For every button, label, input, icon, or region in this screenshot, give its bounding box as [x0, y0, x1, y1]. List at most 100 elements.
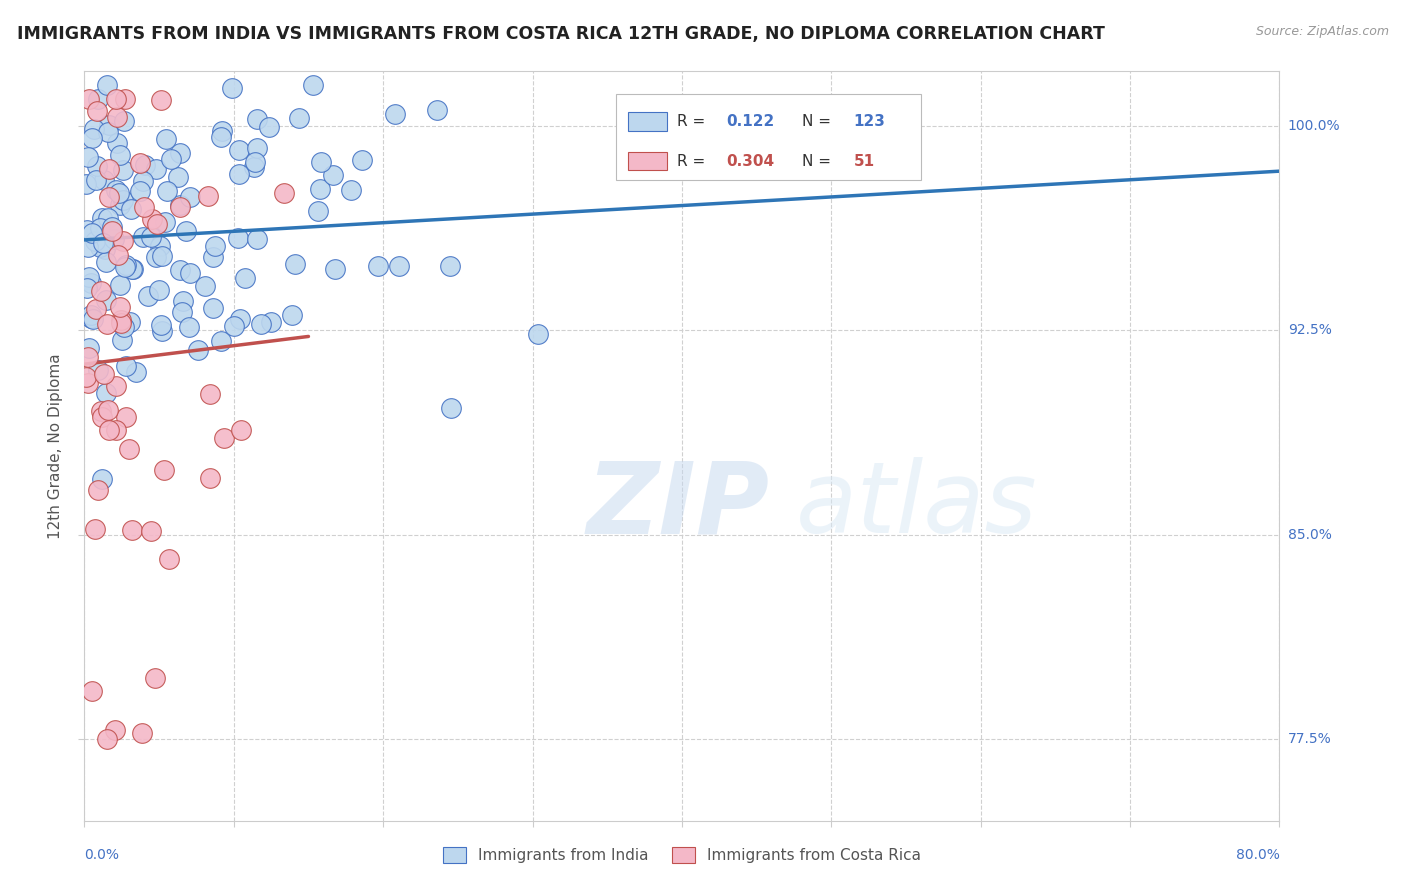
Point: [179, 190, 201, 204]
Point: [129, 156, 152, 170]
Point: [231, 423, 253, 437]
Point: [91, 410, 114, 425]
Point: [122, 261, 145, 276]
Point: [169, 262, 191, 277]
Point: [110, 277, 132, 292]
Point: [118, 442, 141, 457]
Text: 80.0%: 80.0%: [1236, 848, 1279, 863]
Text: 0.304: 0.304: [727, 153, 775, 169]
Point: [340, 183, 363, 197]
Point: [198, 471, 221, 485]
Point: [94, 254, 117, 268]
Text: Source: ZipAtlas.com: Source: ZipAtlas.com: [1256, 25, 1389, 38]
Point: [128, 184, 150, 198]
Point: [98, 162, 121, 177]
Point: [94, 386, 117, 401]
Point: [97, 423, 120, 437]
Y-axis label: 12th Grade, No Diploma: 12th Grade, No Diploma: [48, 353, 63, 539]
Point: [76, 222, 98, 236]
Point: [114, 258, 136, 272]
Point: [134, 158, 156, 172]
Text: 85.0%: 85.0%: [1288, 527, 1331, 541]
Point: [80, 683, 103, 698]
Point: [214, 431, 236, 445]
Point: [100, 220, 122, 235]
Point: [367, 259, 389, 273]
Text: 77.5%: 77.5%: [1288, 732, 1331, 746]
Point: [110, 312, 132, 326]
Point: [108, 147, 131, 161]
Point: [136, 288, 159, 302]
Point: [260, 315, 283, 329]
Point: [97, 190, 120, 204]
Point: [148, 283, 170, 297]
Point: [209, 129, 232, 144]
Text: 100.0%: 100.0%: [1288, 119, 1340, 133]
Point: [87, 92, 110, 106]
Point: [169, 146, 191, 161]
Point: [77, 92, 100, 106]
Point: [228, 167, 250, 181]
Point: [114, 92, 136, 106]
Point: [114, 260, 136, 275]
Point: [80, 309, 103, 323]
Point: [105, 111, 128, 125]
Point: [110, 198, 132, 212]
Point: [107, 136, 129, 150]
Point: [104, 183, 127, 197]
Point: [89, 221, 111, 235]
Text: IMMIGRANTS FROM INDIA VS IMMIGRANTS FROM COSTA RICA 12TH GRADE, NO DIPLOMA CORRE: IMMIGRANTS FROM INDIA VS IMMIGRANTS FROM…: [17, 25, 1105, 43]
Point: [211, 124, 233, 138]
Text: atlas: atlas: [796, 458, 1038, 555]
Point: [86, 159, 108, 173]
Point: [145, 162, 167, 177]
Point: [115, 359, 138, 373]
Point: [111, 317, 134, 331]
Point: [96, 125, 118, 139]
Text: N =: N =: [801, 153, 837, 169]
Point: [77, 269, 100, 284]
Point: [83, 522, 105, 536]
Text: ZIP: ZIP: [586, 458, 769, 555]
Point: [86, 363, 108, 377]
Point: [111, 333, 134, 347]
Point: [146, 217, 169, 231]
Point: [90, 284, 112, 298]
Point: [179, 320, 201, 334]
Point: [87, 483, 110, 497]
Point: [77, 240, 100, 254]
Point: [93, 173, 115, 187]
Point: [169, 200, 191, 214]
Point: [149, 238, 172, 252]
Point: [110, 317, 132, 331]
Point: [209, 334, 232, 348]
Point: [201, 301, 224, 315]
FancyBboxPatch shape: [628, 112, 666, 131]
Text: R =: R =: [676, 153, 710, 169]
Point: [79, 342, 101, 356]
Point: [155, 215, 177, 229]
Point: [159, 153, 181, 167]
Text: 92.5%: 92.5%: [1288, 323, 1331, 337]
Text: 0.122: 0.122: [727, 114, 775, 129]
Point: [243, 154, 266, 169]
Point: [204, 238, 226, 252]
Point: [79, 276, 101, 290]
Point: [97, 402, 120, 417]
Point: [187, 343, 209, 357]
Point: [197, 189, 219, 203]
Point: [93, 368, 115, 382]
Text: R =: R =: [676, 114, 710, 129]
Point: [222, 318, 245, 333]
Point: [121, 261, 143, 276]
Point: [221, 81, 243, 95]
Point: [202, 250, 225, 264]
Point: [152, 463, 174, 477]
Point: [198, 387, 221, 401]
Point: [228, 231, 250, 245]
Point: [159, 551, 181, 566]
Point: [77, 351, 100, 365]
Point: [250, 317, 273, 331]
Point: [80, 311, 103, 326]
Point: [172, 294, 194, 309]
